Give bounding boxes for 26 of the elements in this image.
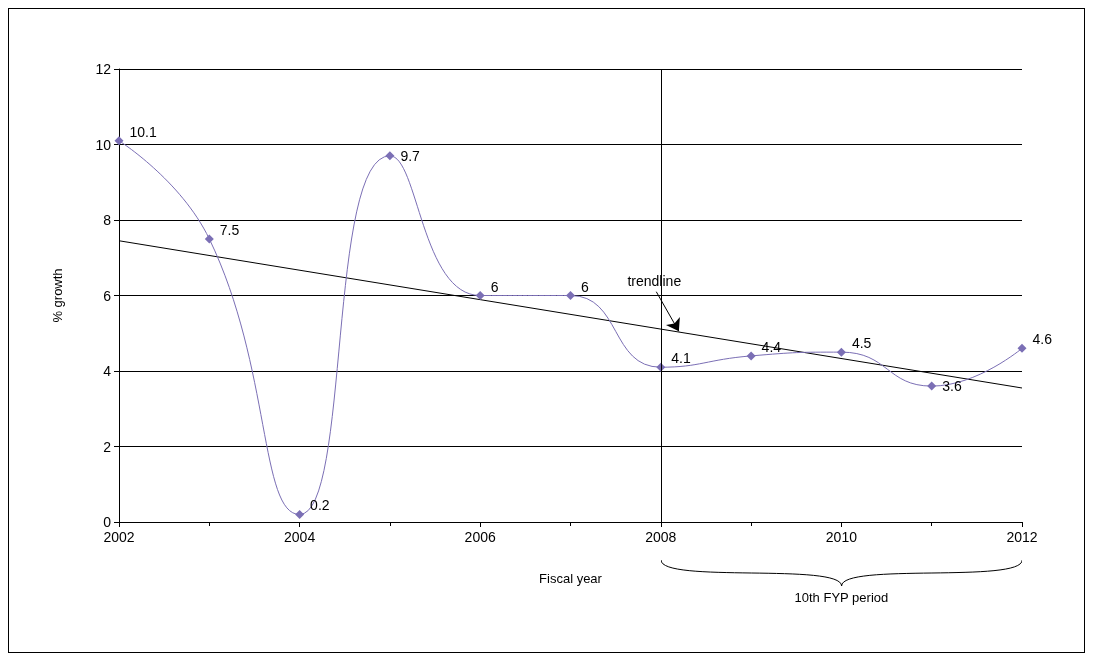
data-label: 9.7 (400, 147, 421, 164)
data-label: 4.1 (671, 350, 691, 367)
data-label: 7.5 (219, 221, 240, 238)
y-tick-label: 4 (103, 363, 112, 379)
y-tick-label: 0 (103, 514, 112, 530)
data-label: 6 (581, 278, 589, 295)
y-tick-label: 10 (95, 136, 112, 153)
text: 10th FYP period (793, 590, 890, 605)
data-label: 6 (490, 278, 499, 295)
x-axis-title: Fiscal year (539, 571, 603, 586)
y-tick-label: 2 (103, 438, 112, 455)
data-label: 0.2 (310, 497, 330, 514)
x-tick-label: 2008 (645, 529, 677, 545)
data-label: 3.6 (942, 378, 962, 395)
y-tick-label: 12 (95, 61, 112, 77)
y-axis-title: % growth (50, 268, 65, 323)
x-tick-label: 2004 (284, 529, 316, 545)
data-label: 4.6 (1032, 331, 1053, 348)
x-tick-label: 2010 (825, 529, 858, 545)
x-tick-label: 2002 (103, 529, 135, 545)
y-tick-label: 8 (103, 212, 112, 228)
x-tick-label: 2006 (464, 529, 496, 545)
data-label: 10.1 (129, 123, 157, 140)
data-label: 4.5 (851, 335, 872, 352)
y-tick-label: 6 (103, 287, 112, 304)
x-tick-label: 2012 (1006, 529, 1038, 545)
